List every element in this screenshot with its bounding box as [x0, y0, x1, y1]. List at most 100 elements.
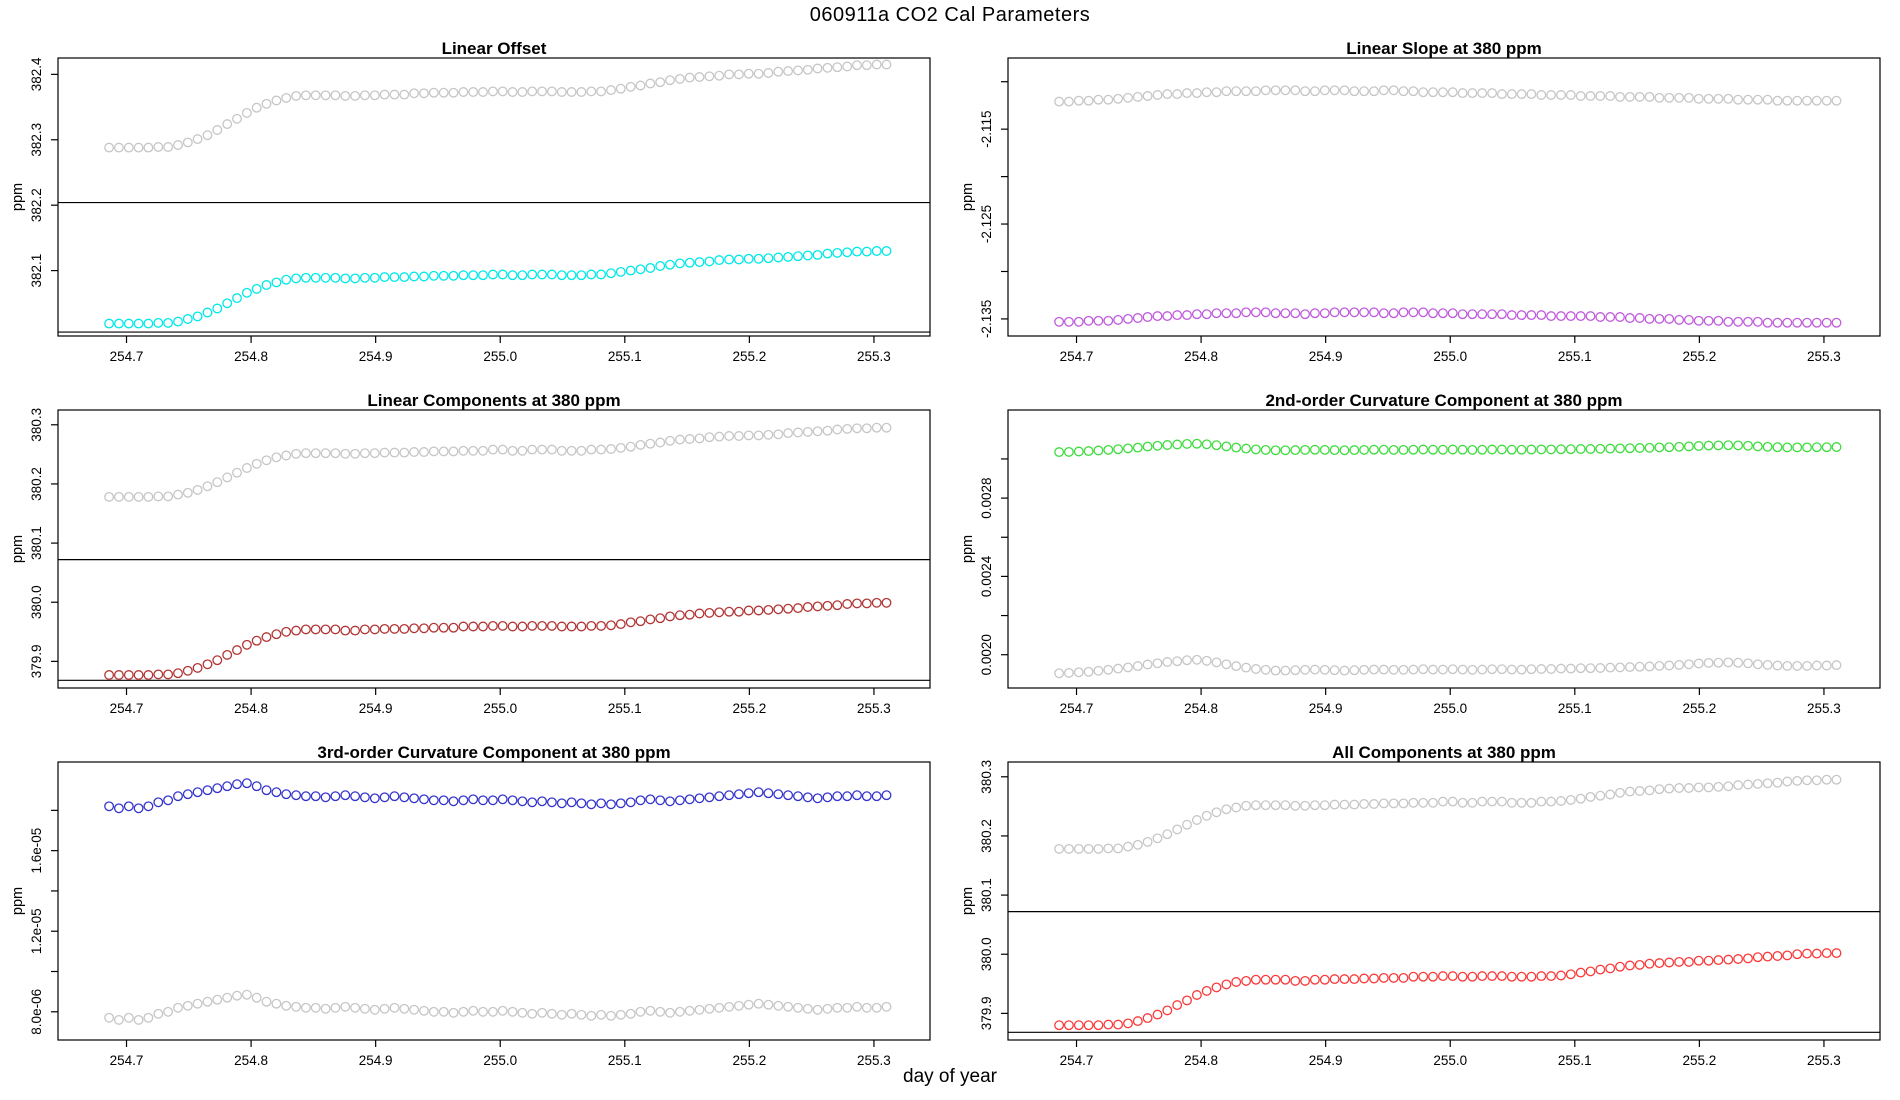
panel-linear-offset: Linear Offset 254.7 254.8 254.9 255.0 255.1 2…: [0, 36, 950, 388]
svg-text:254.7: 254.7: [110, 1053, 144, 1068]
axis: [1001, 57, 1881, 343]
svg-text:0.0024: 0.0024: [979, 555, 994, 597]
page-title: 060911a CO2 Cal Parameters: [809, 4, 1091, 26]
svg-text:254.7: 254.7: [1060, 701, 1094, 716]
svg-text:255.0: 255.0: [1433, 701, 1467, 716]
series-reference-gray: [1054, 774, 1842, 854]
svg-text:382.3: 382.3: [29, 123, 44, 157]
series-cal-purple: [1054, 307, 1842, 328]
svg-text:0.0020: 0.0020: [979, 634, 994, 675]
svg-text:254.8: 254.8: [234, 349, 268, 364]
svg-text:380.3: 380.3: [29, 408, 44, 442]
svg-text:254.7: 254.7: [1060, 349, 1094, 364]
svg-text:254.9: 254.9: [1309, 349, 1343, 364]
svg-text:254.9: 254.9: [359, 349, 393, 364]
svg-text:-2.115: -2.115: [979, 111, 994, 148]
series-cal-blue: [104, 778, 892, 814]
svg-text:255.0: 255.0: [1433, 1053, 1467, 1068]
svg-text:255.0: 255.0: [483, 349, 517, 364]
series-reference-gray: [104, 989, 892, 1025]
panel-title: All Components at 380 ppm: [1332, 743, 1556, 762]
svg-text:255.1: 255.1: [608, 349, 642, 364]
svg-text:254.9: 254.9: [359, 1053, 393, 1068]
svg-text:-2.125: -2.125: [979, 205, 994, 243]
svg-text:255.0: 255.0: [483, 1053, 517, 1068]
y-axis-title: ppm: [10, 535, 26, 563]
svg-text:382.4: 382.4: [29, 57, 44, 91]
panel-all-components: All Components at 380 ppm 254.7 254.8 254.…: [950, 740, 1900, 1092]
panel-3rd-order-curvature: 3rd-order Curvature Component at 380 ppm…: [0, 740, 950, 1092]
y-axis-title: ppm: [960, 887, 976, 915]
svg-text:380.0: 380.0: [29, 585, 44, 619]
series-reference-gray: [104, 422, 892, 502]
svg-text:254.8: 254.8: [1184, 349, 1218, 364]
axis: [1001, 761, 1881, 1047]
svg-text:380.0: 380.0: [979, 937, 994, 971]
panel-title: 3rd-order Curvature Component at 380 ppm: [317, 743, 671, 762]
svg-text:380.2: 380.2: [29, 467, 44, 501]
svg-text:255.2: 255.2: [1682, 349, 1716, 364]
svg-text:254.9: 254.9: [1309, 701, 1343, 716]
svg-text:379.9: 379.9: [29, 644, 44, 678]
svg-text:255.3: 255.3: [857, 1053, 891, 1068]
panel-title: Linear Slope at 380 ppm: [1346, 39, 1542, 58]
series-reference-gray: [104, 59, 892, 153]
y-axis-title: ppm: [10, 887, 26, 915]
panel-2nd-order-curvature: 2nd-order Curvature Component at 380 ppm…: [950, 388, 1900, 740]
plot-canvas-all-components: 254.7 254.8 254.9 255.0 255.1 255.2 255.3 379.9…: [960, 760, 1881, 1068]
svg-text:255.3: 255.3: [1807, 1053, 1841, 1068]
svg-text:255.2: 255.2: [732, 349, 766, 364]
panel-title: Linear Offset: [441, 39, 547, 58]
svg-text:255.1: 255.1: [608, 1053, 642, 1068]
plot-canvas-linear-offset: 254.7 254.8 254.9 255.0 255.1 255.2 255.3 382.1…: [10, 57, 931, 364]
svg-text:255.0: 255.0: [1433, 349, 1467, 364]
plot-canvas-linear-slope: 254.7 254.8 254.9 255.0 255.1 255.2 255.3 -2.11…: [960, 57, 1881, 364]
svg-text:255.1: 255.1: [608, 701, 642, 716]
svg-text:255.2: 255.2: [1682, 1053, 1716, 1068]
series-reference-gray: [1054, 85, 1842, 107]
svg-text:255.1: 255.1: [1558, 349, 1592, 364]
svg-text:255.0: 255.0: [483, 701, 517, 716]
svg-text:255.3: 255.3: [857, 701, 891, 716]
svg-text:382.1: 382.1: [29, 254, 44, 288]
svg-text:8.0e-06: 8.0e-06: [29, 989, 44, 1035]
svg-text:254.8: 254.8: [234, 1053, 268, 1068]
axis: [51, 761, 931, 1047]
svg-text:255.3: 255.3: [1807, 701, 1841, 716]
svg-text:379.9: 379.9: [979, 996, 994, 1030]
svg-text:1.6e-05: 1.6e-05: [29, 828, 44, 874]
svg-text:380.2: 380.2: [979, 819, 994, 853]
x-axis-label: day of year: [903, 1066, 997, 1087]
svg-text:254.7: 254.7: [110, 701, 144, 716]
plot-canvas-2nd-order-curvature: 254.7 254.8 254.9 255.0 255.1 255.2 255.3 0.002…: [960, 409, 1881, 716]
series-reference-gray: [1054, 654, 1842, 679]
y-axis-title: ppm: [960, 535, 976, 563]
svg-text:254.7: 254.7: [1060, 1053, 1094, 1068]
svg-text:254.8: 254.8: [234, 701, 268, 716]
series-cal-cyan: [104, 246, 892, 329]
y-axis-title: ppm: [10, 183, 26, 211]
axis: [1001, 409, 1881, 695]
svg-text:380.3: 380.3: [979, 760, 994, 794]
svg-text:255.3: 255.3: [1807, 349, 1841, 364]
svg-text:255.2: 255.2: [1682, 701, 1716, 716]
svg-text:382.2: 382.2: [29, 188, 44, 222]
svg-text:255.2: 255.2: [732, 701, 766, 716]
svg-text:255.2: 255.2: [732, 1053, 766, 1068]
svg-text:254.9: 254.9: [1309, 1053, 1343, 1068]
svg-text:254.7: 254.7: [110, 349, 144, 364]
series-cal-red: [1054, 948, 1842, 1031]
axis: [51, 409, 931, 695]
svg-text:0.0028: 0.0028: [979, 477, 994, 518]
svg-text:254.8: 254.8: [1184, 701, 1218, 716]
plot-canvas-3rd-order-curvature: 254.7 254.8 254.9 255.0 255.1 255.2 255.3 8.0e-…: [10, 761, 931, 1068]
svg-text:255.1: 255.1: [1558, 1053, 1592, 1068]
svg-text:255.3: 255.3: [857, 349, 891, 364]
svg-text:380.1: 380.1: [979, 878, 994, 912]
svg-text:255.1: 255.1: [1558, 701, 1592, 716]
panel-grid: Linear Offset 254.7 254.8 254.9 255.0 255.1 2…: [0, 36, 1900, 1092]
panel-title: Linear Components at 380 ppm: [367, 391, 621, 410]
panel-linear-slope: Linear Slope at 380 ppm 254.7 254.8 254.9 2…: [950, 36, 1900, 388]
svg-text:254.8: 254.8: [1184, 1053, 1218, 1068]
